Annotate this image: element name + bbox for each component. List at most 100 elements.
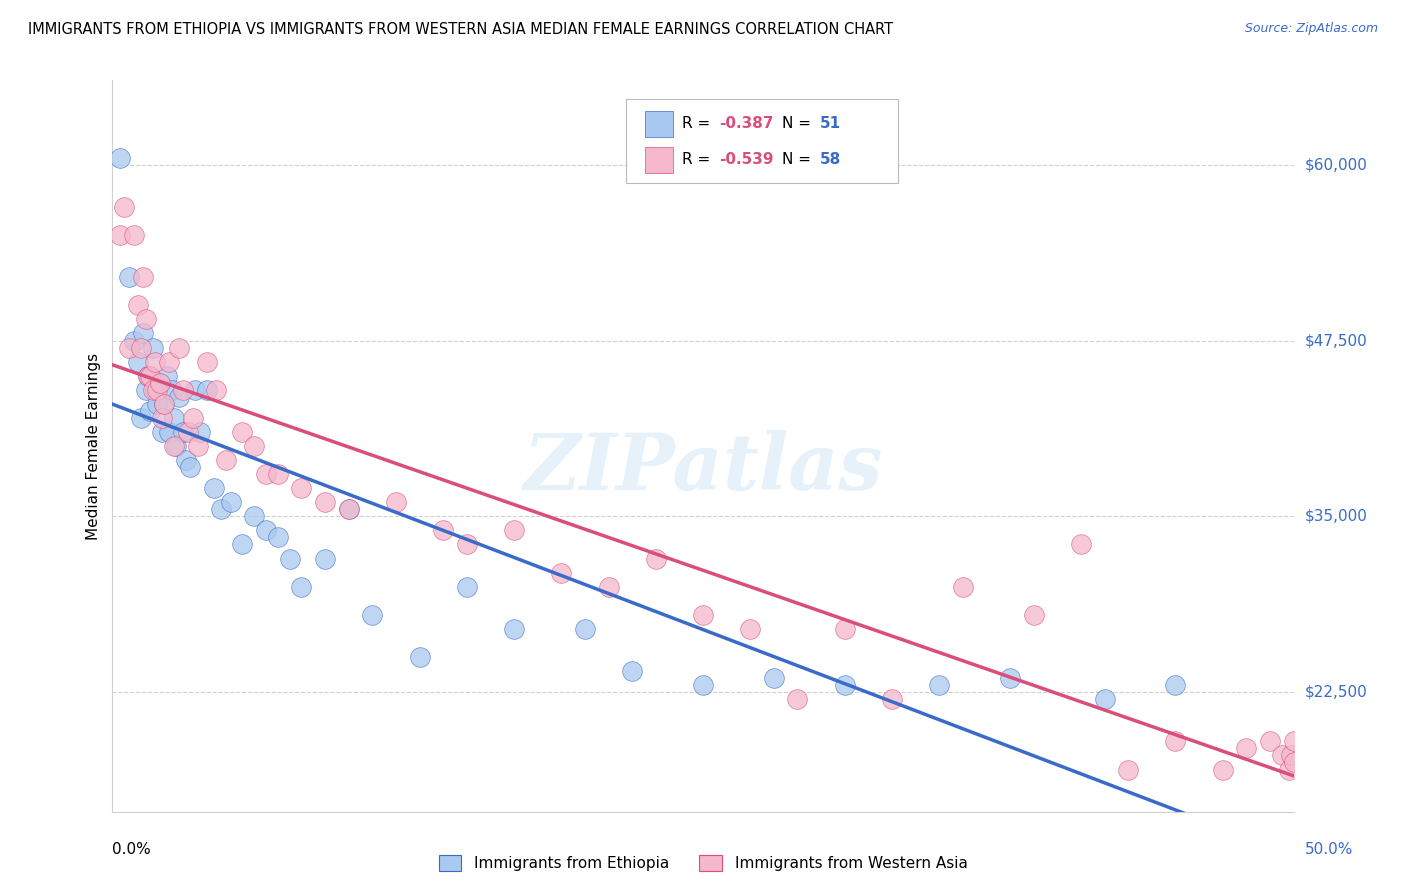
- Point: [188, 425, 211, 439]
- Text: 51: 51: [820, 116, 841, 131]
- Point: [254, 467, 277, 482]
- Point: [163, 410, 186, 425]
- Point: [136, 368, 159, 383]
- Text: Source: ZipAtlas.com: Source: ZipAtlas.com: [1244, 22, 1378, 36]
- Point: [408, 650, 430, 665]
- Point: [1258, 734, 1281, 748]
- Point: [172, 425, 194, 439]
- Point: [314, 495, 336, 509]
- Point: [215, 453, 238, 467]
- Point: [165, 439, 187, 453]
- Text: N =: N =: [782, 116, 815, 131]
- Point: [142, 383, 165, 397]
- Point: [139, 404, 162, 418]
- Point: [231, 425, 253, 439]
- Point: [278, 551, 301, 566]
- Point: [143, 354, 166, 368]
- Text: $60,000: $60,000: [1305, 157, 1368, 172]
- Point: [598, 580, 620, 594]
- Point: [160, 383, 183, 397]
- FancyBboxPatch shape: [626, 99, 898, 183]
- Point: [157, 354, 180, 368]
- Point: [503, 622, 526, 636]
- Point: [153, 397, 176, 411]
- Point: [177, 425, 200, 439]
- Point: [834, 622, 856, 636]
- Point: [139, 368, 162, 383]
- Point: [243, 509, 266, 524]
- Point: [550, 566, 572, 580]
- Point: [740, 622, 762, 636]
- Text: R =: R =: [682, 116, 714, 131]
- Point: [174, 453, 197, 467]
- Point: [1094, 692, 1116, 706]
- Point: [928, 678, 950, 692]
- Point: [1282, 756, 1305, 770]
- Point: [290, 481, 312, 495]
- Text: $47,500: $47,500: [1305, 333, 1368, 348]
- FancyBboxPatch shape: [645, 147, 673, 173]
- Point: [186, 439, 208, 453]
- Point: [998, 671, 1021, 685]
- Point: [153, 397, 176, 411]
- Point: [952, 580, 974, 594]
- Point: [337, 502, 360, 516]
- Point: [136, 368, 159, 383]
- Point: [1234, 741, 1257, 756]
- Point: [692, 607, 714, 622]
- Point: [432, 524, 454, 538]
- Point: [143, 383, 166, 397]
- Point: [231, 537, 253, 551]
- Point: [149, 376, 172, 390]
- Point: [1070, 537, 1092, 551]
- Point: [150, 425, 173, 439]
- Point: [150, 410, 173, 425]
- Point: [692, 678, 714, 692]
- Point: [118, 270, 141, 285]
- Point: [142, 341, 165, 355]
- Text: -0.387: -0.387: [720, 116, 775, 131]
- Point: [1164, 678, 1187, 692]
- Point: [179, 460, 201, 475]
- Point: [202, 481, 225, 495]
- Point: [880, 692, 903, 706]
- Text: 50.0%: 50.0%: [1305, 842, 1353, 857]
- Point: [786, 692, 808, 706]
- Point: [1116, 763, 1139, 777]
- Point: [122, 334, 145, 348]
- Text: $35,000: $35,000: [1305, 508, 1368, 524]
- Point: [205, 383, 228, 397]
- Point: [456, 580, 478, 594]
- Point: [184, 383, 207, 397]
- Text: -0.539: -0.539: [720, 153, 775, 168]
- Point: [219, 495, 242, 509]
- Point: [1282, 734, 1305, 748]
- Point: [385, 495, 408, 509]
- Text: ZIPatlas: ZIPatlas: [523, 430, 883, 506]
- Point: [135, 312, 157, 326]
- Y-axis label: Median Female Earnings: Median Female Earnings: [86, 352, 101, 540]
- Point: [146, 383, 169, 397]
- Point: [267, 467, 290, 482]
- Point: [1278, 763, 1301, 777]
- Point: [314, 551, 336, 566]
- Point: [1022, 607, 1045, 622]
- Point: [108, 227, 131, 242]
- Point: [1271, 748, 1294, 763]
- Point: [129, 341, 152, 355]
- Point: [108, 151, 131, 165]
- Point: [361, 607, 384, 622]
- Point: [122, 227, 145, 242]
- Point: [132, 326, 155, 341]
- Point: [209, 502, 232, 516]
- Text: 58: 58: [820, 153, 841, 168]
- Legend: Immigrants from Ethiopia, Immigrants from Western Asia: Immigrants from Ethiopia, Immigrants fro…: [433, 849, 973, 877]
- Point: [132, 270, 155, 285]
- Text: $22,500: $22,500: [1305, 685, 1368, 699]
- Point: [135, 383, 157, 397]
- Point: [146, 397, 169, 411]
- Point: [149, 376, 172, 390]
- FancyBboxPatch shape: [645, 111, 673, 136]
- Point: [456, 537, 478, 551]
- Point: [503, 524, 526, 538]
